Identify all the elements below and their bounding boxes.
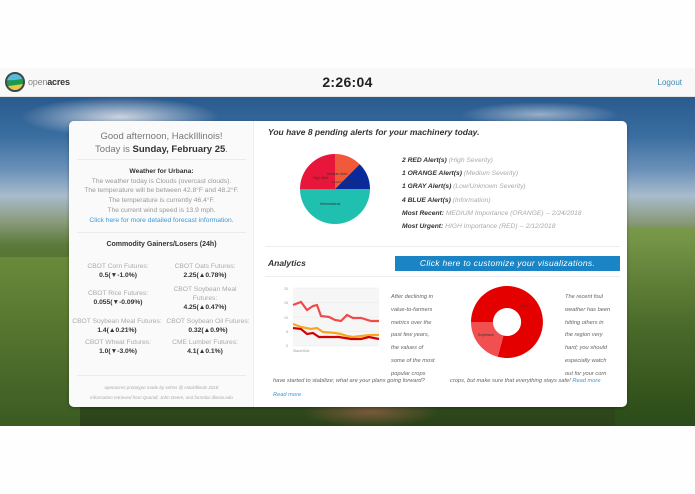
alert-orange: 1 ORANGE Alert(s) (Medium Severity) (402, 170, 519, 178)
svg-text:Medium Alert: Medium Alert (327, 172, 347, 176)
commodity-oats: CBOT Oats Futures: 2.25(▲0.78%) (174, 263, 236, 279)
article1-read-more-link[interactable]: Read more (273, 392, 302, 398)
divider (77, 159, 246, 160)
commodities-title: Commodity Gainers/Losers (24h) (106, 241, 217, 248)
navbar: openacres 2:26:04 Logout (0, 68, 695, 97)
brand-name[interactable]: openacres (28, 77, 70, 87)
info-sidebar: Good afternoon, HackIllinois! Today is S… (69, 121, 254, 407)
weather-line: The current wind speed is 13.9 mph. (107, 206, 216, 214)
article2-tail: crops, but make sure that everything sta… (450, 378, 601, 384)
customize-visualizations-button[interactable]: Click here to customize your visualizati… (395, 256, 620, 271)
weather-line: The weather today is Clouds (overcast cl… (91, 177, 232, 185)
date-line: Today is Sunday, February 25. (95, 144, 228, 155)
article1-tail: have started to stabilize; what are your… (273, 378, 425, 384)
forecast-link[interactable]: Click here for more detailed forecast in… (89, 216, 234, 224)
background-field (0, 257, 80, 426)
svg-text:10: 10 (284, 316, 288, 320)
commodity-wheat: CBOT Wheat Futures: 1.0(▼-3.0%) (84, 339, 152, 355)
svg-text:Corn: Corn (521, 304, 529, 308)
clock: 2:26:04 (322, 74, 373, 90)
alert-gray: 1 GRAY Alert(s) (Low/Unknown Severity) (402, 183, 526, 191)
svg-text:Stack/Grid: Stack/Grid (293, 349, 309, 353)
commodity-lumber: CME Lumber Futures: 4.1(▲0.1%) (172, 339, 238, 355)
alerts-summary: 2 RED Alert(s) (High Severity) 1 ORANGE … (402, 154, 582, 233)
svg-text:Informational: Informational (320, 202, 340, 206)
commodity-soybean-oil: CBOT Soybean Oil Futures: 0.32(▲0.9%) (166, 318, 250, 334)
weather-title: Weather for Urbana: (129, 168, 194, 175)
commodity-soybean-meal-2: CBOT Soybean Meal Futures: 1.4(▲0.21%) (72, 318, 162, 334)
crop-risk-donut-chart[interactable]: Corn Soybeans (471, 286, 543, 358)
main-panel: You have 8 pending alerts for your machi… (255, 121, 627, 407)
greeting-line: Good afternoon, HackIllinois! (100, 131, 223, 142)
commodity-corn: CBOT Corn Futures: 0.5(▼-1.0%) (87, 263, 149, 279)
analytics-title: Analytics (268, 258, 306, 268)
greeting: Good afternoon, HackIllinois! Today is S… (69, 130, 254, 156)
alert-most-urgent: Most Urgent: HIGH Importance (RED) -- 2/… (402, 223, 556, 231)
svg-text:Low/Unknown Alert: Low/Unknown Alert (332, 180, 358, 184)
crop-value-line-chart[interactable]: 20 15 10 5 0 Stack/Grid (281, 284, 381, 354)
alerts-title: You have 8 pending alerts for your machi… (268, 127, 480, 137)
divider (77, 375, 246, 376)
weather-line: The temperature will be between 42.8°F a… (84, 187, 239, 195)
dashboard-card: Good afternoon, HackIllinois! Today is S… (69, 121, 627, 407)
top-whitespace (0, 0, 695, 68)
footer-credit: openacres prototype made by sehns @ Hack… (104, 385, 219, 390)
svg-text:0: 0 (286, 344, 288, 348)
article1-text: After declining in value-to-farmers metr… (391, 294, 435, 377)
alert-red: 2 RED Alert(s) (High Severity) (402, 157, 493, 164)
article2-read-more-link[interactable]: Read more (572, 378, 601, 384)
current-date: Sunday, February 25 (132, 144, 226, 155)
background-field (615, 227, 695, 426)
divider (77, 232, 246, 233)
divider (265, 276, 620, 277)
commodity-soybean-meal: CBOT Soybean Meal Futures: 4.25(▲0.47%) (173, 286, 237, 311)
logout-link[interactable]: Logout (657, 78, 682, 87)
svg-text:5: 5 (286, 330, 288, 334)
divider (265, 246, 620, 247)
svg-text:20: 20 (284, 287, 288, 291)
openacres-logo-icon[interactable] (5, 72, 25, 92)
weather-line: The temperature is currently 46.4°F. (108, 197, 215, 205)
footer-sources: Information retrieved from Quandl, John … (90, 395, 233, 400)
weather-panel: Weather for Urbana: The weather today is… (69, 167, 254, 225)
alert-most-recent: Most Recent: MEDIUM Importance (ORANGE) … (402, 209, 582, 217)
alert-blue: 4 BLUE Alert(s) (Information) (402, 196, 491, 204)
svg-text:High Alert: High Alert (313, 176, 328, 180)
svg-text:Soybeans: Soybeans (478, 333, 494, 337)
commodity-rice: CBOT Rice Futures: 0.055(▼-0.09%) (87, 290, 149, 306)
svg-text:15: 15 (284, 301, 288, 305)
alerts-pie-chart[interactable]: High Alert Medium Alert Low/Unknown Aler… (300, 154, 370, 224)
article2-text: The recent foul weather has been hitting… (565, 294, 611, 377)
